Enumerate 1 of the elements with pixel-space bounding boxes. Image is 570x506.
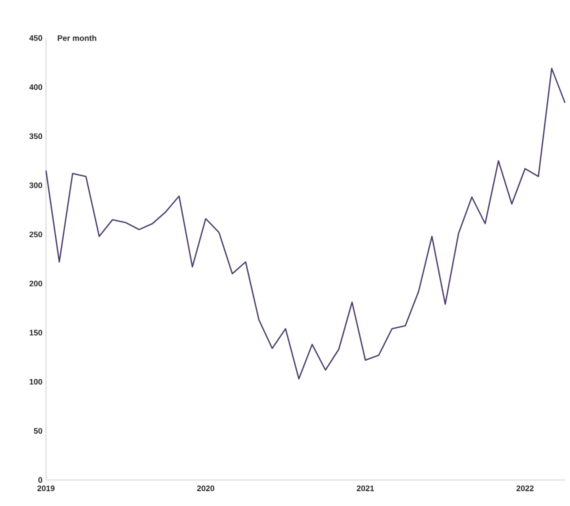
line-series (45, 68, 566, 380)
